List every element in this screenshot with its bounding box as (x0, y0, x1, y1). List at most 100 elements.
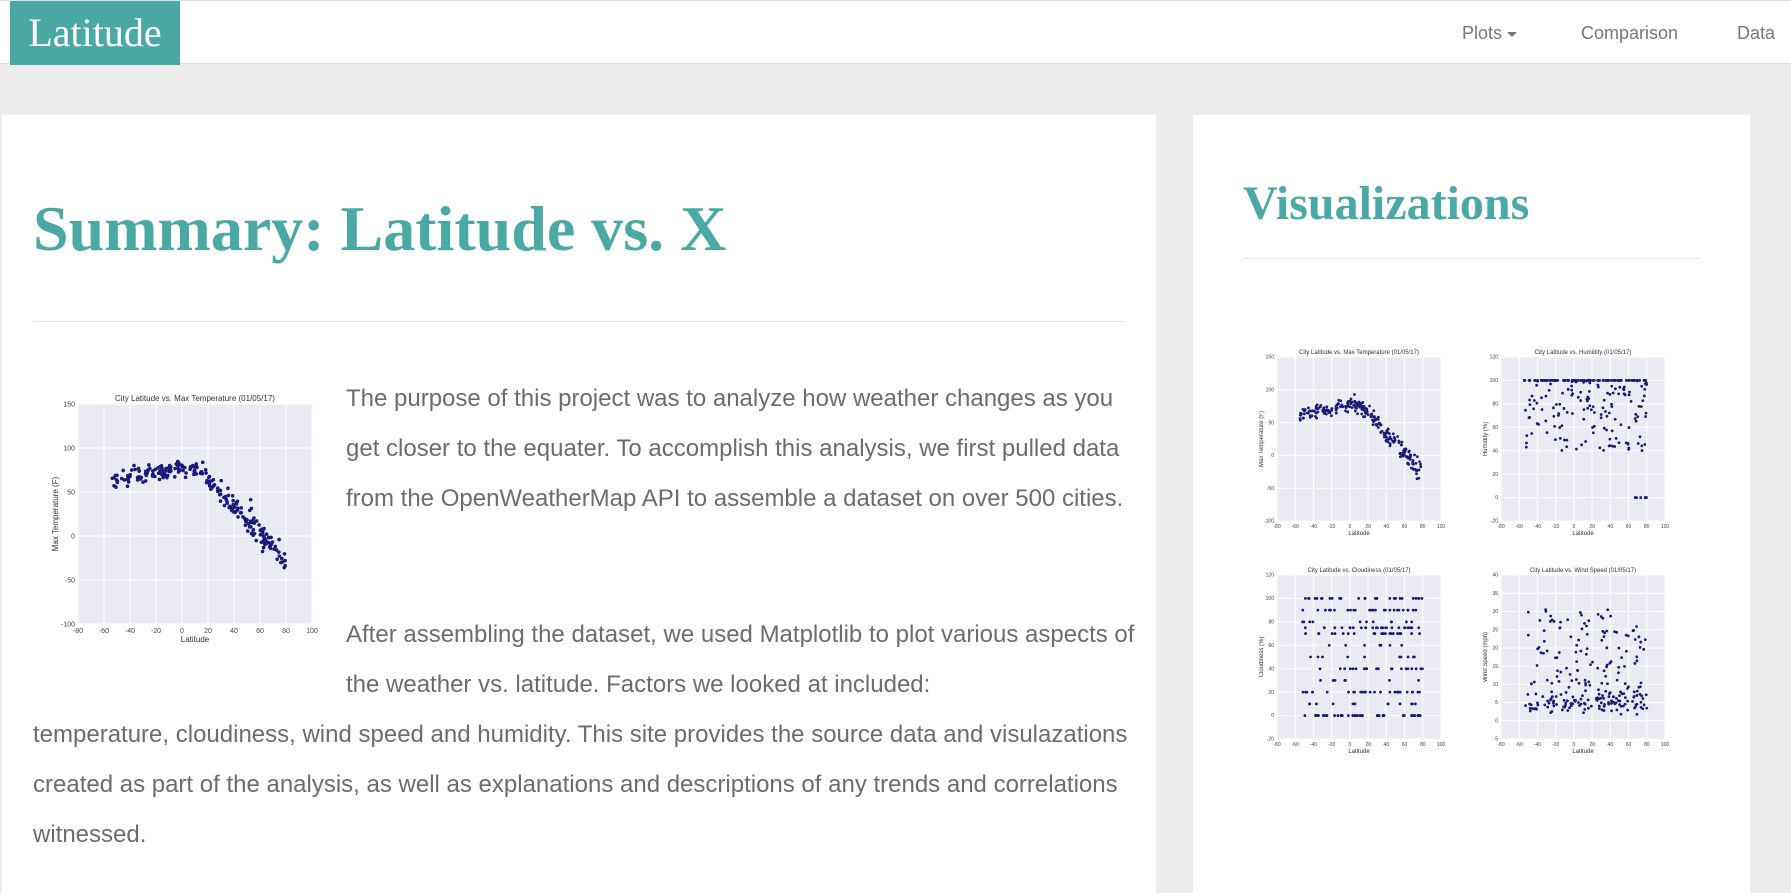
data-point (1554, 379, 1557, 382)
data-point (1554, 403, 1558, 406)
data-point (1333, 626, 1337, 630)
data-point (129, 468, 134, 472)
data-point (1382, 435, 1386, 439)
x-tick-label: 20 (1365, 742, 1371, 748)
x-tick-label: 0 (1572, 524, 1575, 530)
data-point (1524, 445, 1528, 449)
y-axis-label: Humidity (%) (1483, 422, 1489, 456)
data-point (1540, 408, 1544, 411)
data-point (1607, 379, 1610, 382)
data-point (1613, 630, 1616, 634)
visualizations-title: Visualizations (1243, 177, 1530, 230)
thumbnail-max-temperature[interactable]: -80 -60 -40 -20 0 20 40 60 80 100 -100 -50 0 50 100 150… (1259, 347, 1459, 547)
data-point (1575, 643, 1579, 647)
x-tick-label: 80 (1420, 742, 1426, 748)
data-point (1568, 673, 1572, 676)
data-point (1616, 379, 1620, 382)
thumbnail-cloudiness[interactable]: -80 -60 -40 -20 0 20 40 60 80 100 -20 0 20 40 60 80 100 1… (1259, 565, 1459, 765)
y-tick-label: 15 (1492, 664, 1498, 670)
y-tick-label: 40 (1492, 573, 1498, 579)
data-point (1398, 597, 1402, 600)
data-point (1635, 689, 1639, 693)
data-point (1338, 597, 1341, 600)
data-point (1305, 411, 1309, 415)
nav-comparison-link[interactable]: Comparison (1581, 23, 1679, 43)
data-point (246, 521, 251, 526)
data-point (1584, 682, 1588, 685)
data-point (1323, 608, 1327, 612)
data-point (1302, 412, 1306, 416)
data-point (1304, 632, 1307, 635)
data-point (1607, 692, 1611, 696)
data-point (1605, 629, 1609, 633)
data-point (1360, 407, 1364, 411)
data-point (1613, 379, 1617, 382)
data-point (1350, 406, 1354, 410)
data-point (1316, 410, 1320, 414)
y-tick-label: 100 (1490, 378, 1499, 384)
data-point (1627, 379, 1631, 382)
x-axis-label: Latitude (1572, 749, 1594, 755)
data-point (1586, 395, 1590, 399)
data-point (1643, 387, 1647, 391)
nav-plots-dropdown[interactable]: Plots (1462, 21, 1518, 45)
data-point (1333, 679, 1337, 682)
data-point (1637, 635, 1641, 639)
data-point (1532, 399, 1536, 402)
data-point (1622, 385, 1626, 389)
data-point (1346, 714, 1350, 717)
nav-data-link[interactable]: Data (1737, 23, 1776, 43)
data-point (1366, 413, 1370, 417)
x-tick-label: 0 (1348, 524, 1351, 530)
brand-logo[interactable]: Latitude (10, 1, 180, 65)
data-point (1584, 440, 1587, 443)
data-point (1301, 690, 1305, 694)
data-point (1579, 399, 1583, 402)
data-point (1560, 448, 1564, 452)
data-point (1402, 448, 1405, 452)
data-point (269, 535, 273, 540)
data-point (1599, 701, 1603, 705)
x-tick-label: 100 (1661, 524, 1670, 530)
data-point (1334, 406, 1338, 410)
data-point (1410, 632, 1414, 635)
data-point (1384, 632, 1387, 635)
data-point (1544, 610, 1548, 613)
data-point (260, 532, 265, 536)
data-point (1602, 398, 1606, 402)
data-point (1304, 690, 1308, 694)
data-point (1635, 625, 1638, 628)
data-point (204, 471, 208, 475)
data-point (279, 560, 283, 565)
data-point (279, 556, 284, 561)
data-point (1388, 597, 1392, 600)
data-point (1411, 462, 1415, 466)
data-point (1381, 714, 1385, 717)
x-tick-label: 40 (1608, 524, 1614, 530)
data-point (1339, 714, 1343, 717)
data-point (277, 537, 281, 542)
y-tick-label: 50 (67, 489, 75, 496)
data-point (1388, 442, 1392, 446)
data-point (1352, 608, 1356, 612)
data-point (215, 489, 220, 494)
thumbnail-wind-speed[interactable]: -80 -60 -40 -20 0 20 40 60 80 100 -5 0 5 10 15 20 25 30 35… (1483, 565, 1683, 765)
data-point (1626, 699, 1630, 703)
data-point (161, 475, 165, 480)
data-point (1369, 415, 1373, 418)
data-point (1623, 682, 1627, 686)
data-point (1583, 707, 1587, 711)
data-point (1553, 425, 1557, 428)
y-tick-label: 120 (1266, 573, 1275, 579)
data-point (1606, 391, 1609, 395)
data-point (1638, 645, 1642, 649)
data-point (1592, 379, 1596, 382)
data-point (1391, 432, 1395, 436)
navbar: Latitude Plots Comparison Data (0, 0, 1791, 65)
data-point (1410, 620, 1414, 624)
data-point (1565, 438, 1569, 442)
data-point (1380, 632, 1384, 635)
data-point (1612, 695, 1615, 699)
thumbnail-humidity[interactable]: -80 -60 -40 -20 0 20 40 60 80 100 -20 0 20 40 60 80 100 1… (1483, 347, 1683, 547)
data-point (1635, 496, 1638, 499)
